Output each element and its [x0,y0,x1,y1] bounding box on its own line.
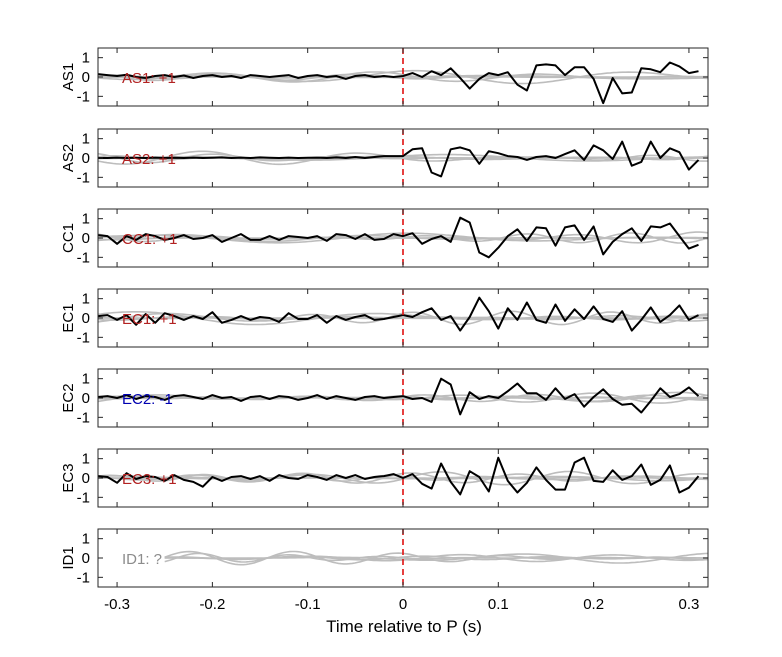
x-tick-label: 0.2 [583,596,604,613]
polarity-label: EC2: -1 [122,391,173,408]
trace-cc1 [98,216,699,259]
trace-as1 [98,61,699,105]
polarity-label: AS2: +1 [122,151,176,168]
y-tick-label: 0 [82,470,90,487]
trace-ec2 [98,377,700,416]
x-axis-label: Time relative to P (s) [326,617,482,636]
trace-ec1 [98,296,699,332]
polarity-label: EC3: +1 [122,471,177,488]
y-axis-label: EC3 [60,463,77,492]
y-tick-label: 0 [82,310,90,327]
y-tick-label: 1 [82,371,90,388]
y-axis-label: EC2 [60,383,77,412]
y-tick-label: 0 [82,150,90,167]
x-tick-label: -0.2 [199,596,225,613]
plot-area [98,456,708,496]
y-axis-label: EC1 [60,303,77,332]
y-tick-label: 1 [82,131,90,148]
plot-area [98,140,708,178]
x-tick-label: -0.1 [295,596,321,613]
y-tick-label: -1 [77,329,90,346]
x-tick-label: 0 [399,596,407,613]
plot-area [98,216,708,259]
trace-ec3 [98,456,700,496]
synthetic-trace [98,71,708,83]
y-tick-label: 1 [82,531,90,548]
y-tick-label: 1 [82,451,90,468]
plot-area [164,550,708,566]
y-axis-label: AS2 [60,144,77,172]
y-tick-label: 0 [82,390,90,407]
y-tick-label: 1 [82,50,90,67]
x-tick-label: -0.3 [104,596,130,613]
y-tick-label: -1 [77,249,90,266]
trace-as2 [98,140,700,178]
y-tick-label: -1 [77,88,90,105]
x-tick-label: 0.3 [679,596,700,613]
y-axis-label: CC1 [60,223,77,253]
y-tick-label: 0 [82,550,90,567]
y-tick-label: -1 [77,489,90,506]
y-axis-label: ID1 [60,546,77,569]
y-tick-label: 1 [82,291,90,308]
x-axis: -0.3 -0.2 -0.1 0 0.1 0.2 0.3 [104,596,699,613]
polarity-label: AS1: +1 [122,70,176,87]
y-tick-label: -1 [77,169,90,186]
synthetic-trace [164,552,708,563]
polarity-label: EC1: +1 [122,311,177,328]
plot-area [98,61,708,105]
y-tick-label: 1 [82,211,90,228]
polarity-label: CC1: +1 [122,231,177,248]
y-tick-label: -1 [77,569,90,586]
y-tick-label: 0 [82,230,90,247]
polarity-label: ID1: ? [122,551,162,568]
y-axis-label: AS1 [60,63,77,91]
x-tick-label: 0.1 [488,596,509,613]
y-tick-label: 0 [82,69,90,86]
y-tick-label: -1 [77,409,90,426]
